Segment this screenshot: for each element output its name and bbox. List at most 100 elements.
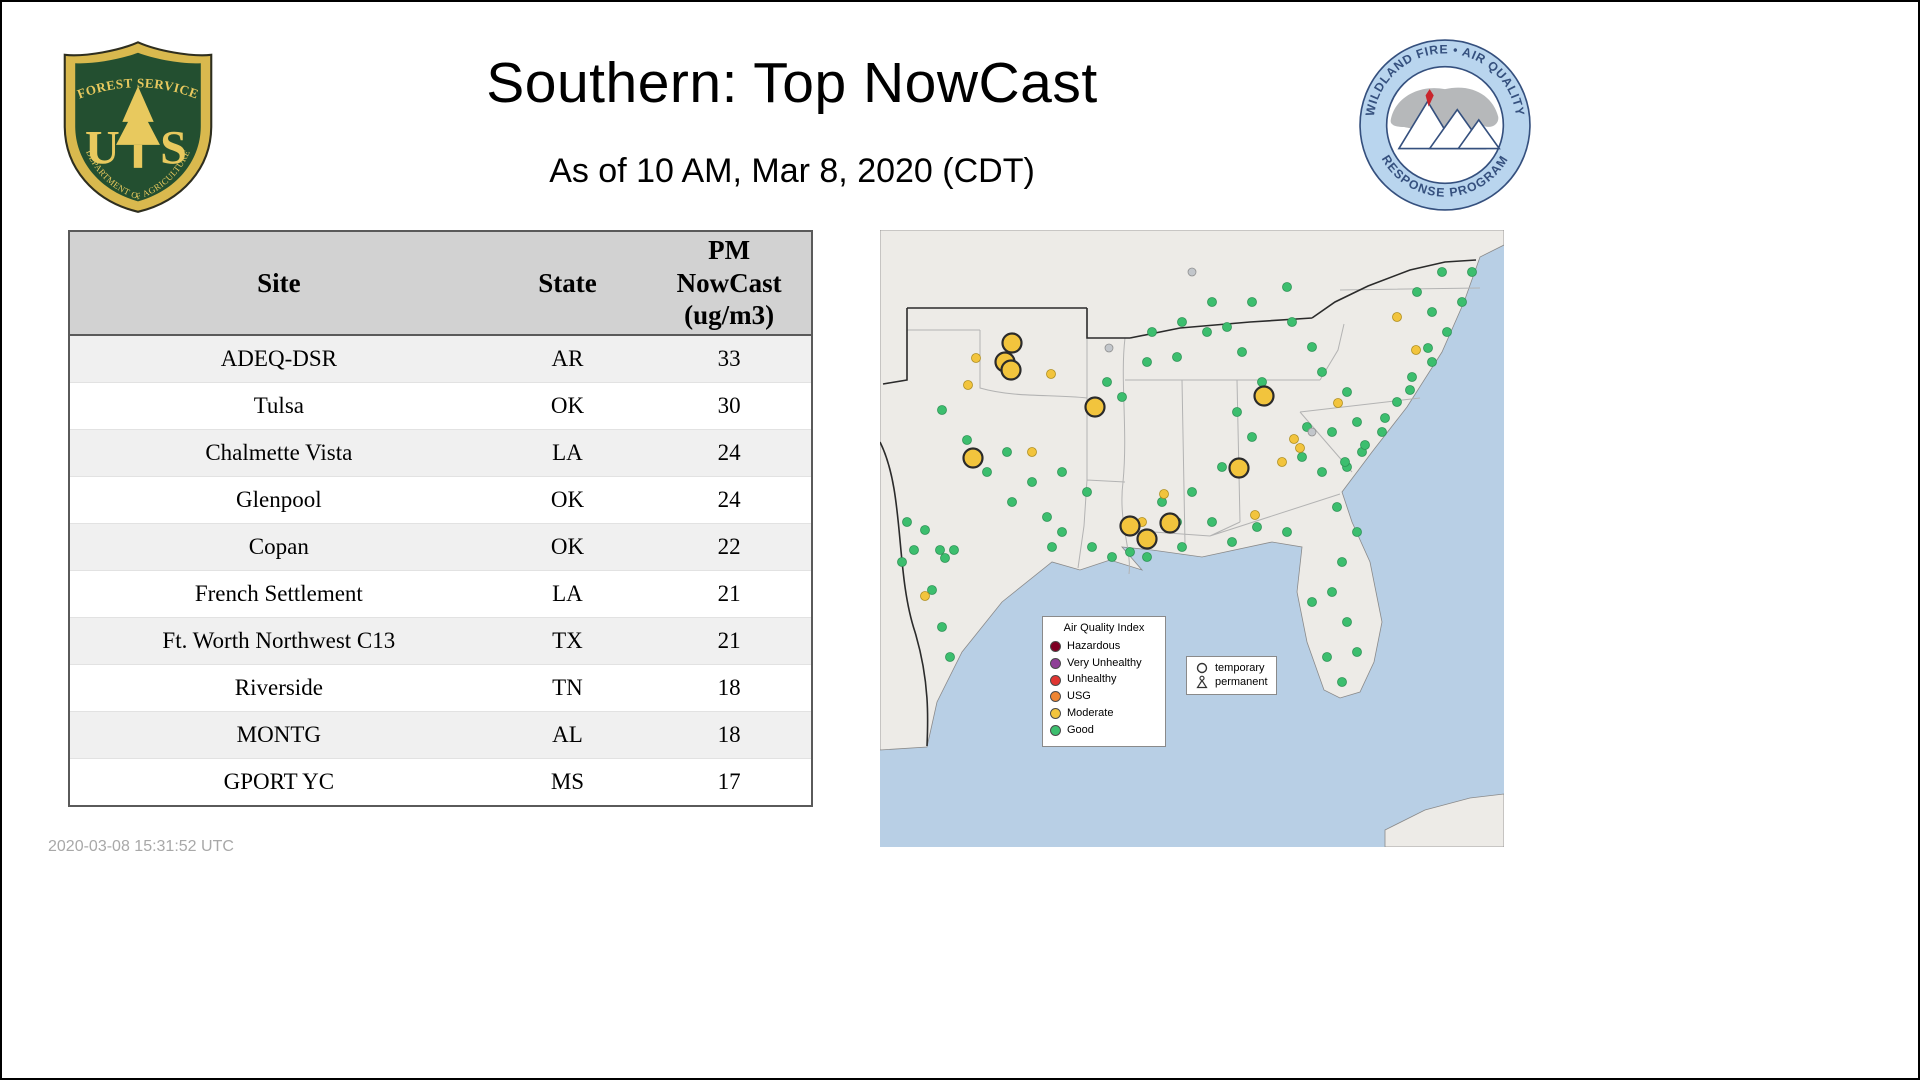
site-cell: Tulsa [253, 393, 304, 418]
good-monitor-dot [1332, 502, 1342, 512]
state-cell: TX [552, 628, 583, 653]
island-cuba [1384, 793, 1504, 847]
good-monitor-dot [909, 545, 919, 555]
good-monitor-dot [1352, 527, 1362, 537]
temporary-monitor-circle [1000, 359, 1022, 381]
nowcast-cell: 21 [717, 581, 741, 606]
good-monitor-dot [1457, 297, 1467, 307]
good-monitor-dot [1380, 413, 1390, 423]
good-monitor-dot [1217, 462, 1227, 472]
good-monitor-dot [1047, 542, 1057, 552]
region-outline [880, 259, 1477, 747]
permanent-legend-row: permanent [1195, 675, 1268, 689]
header-titles: Southern: Top NowCast As of 10 AM, Mar 8… [232, 50, 1352, 191]
good-monitor-dot [1427, 357, 1437, 367]
temporary-monitor-circle [1228, 457, 1250, 479]
site-cell: Glenpool [236, 487, 322, 512]
moderate-monitor-dot [1295, 443, 1305, 453]
aqi-legend-title: Air Quality Index [1063, 622, 1145, 634]
site-cell: French Settlement [194, 581, 363, 606]
temporary-monitor-circle [1253, 385, 1275, 407]
good-monitor-dot [1257, 377, 1267, 387]
moderate-monitor-dot [1277, 457, 1287, 467]
good-monitor-dot [1405, 385, 1415, 395]
good-monitor-dot [920, 525, 930, 535]
nowcast-cell: 18 [717, 722, 741, 747]
nowcast-cell: 24 [717, 440, 741, 465]
good-monitor-dot [937, 622, 947, 632]
nowcast-cell: 18 [717, 675, 741, 700]
site-cell: GPORT YC [223, 769, 335, 794]
table-row: Ft. Worth Northwest C13 TX 21 [69, 617, 812, 665]
good-monitor-dot [1307, 342, 1317, 352]
temporary-monitor-circle [1159, 512, 1181, 534]
aqi-legend-label: Moderate [1067, 706, 1114, 719]
nowcast-cell: 22 [717, 534, 741, 559]
good-monitor-dot [1207, 297, 1217, 307]
moderate-monitor-dot [1411, 345, 1421, 355]
state-cell: LA [552, 581, 583, 606]
page-title: Southern: Top NowCast [486, 51, 1098, 115]
table-row: ADEQ-DSR AR 33 [69, 335, 812, 383]
aqi-legend-label: Unhealthy [1067, 673, 1117, 686]
marker-legend: temporary permanent [1186, 656, 1277, 695]
good-monitor-dot [927, 585, 937, 595]
good-monitor-dot [1342, 387, 1352, 397]
mountains-icon [1397, 99, 1501, 150]
good-monitor-dot [1125, 547, 1135, 557]
good-monitor-dot [1202, 327, 1212, 337]
good-monitor-dot [937, 405, 947, 415]
temporary-monitor-circle [962, 447, 984, 469]
good-monitor-dot [1177, 317, 1187, 327]
state-cell: AR [551, 346, 584, 371]
wfaqrp-logo: WILDLAND FIRE • AIR QUALITY RESPONSE PRO… [1359, 39, 1531, 211]
table-row: Glenpool OK 24 [69, 476, 812, 524]
state-cell: OK [550, 487, 585, 512]
good-monitor-dot [1352, 647, 1362, 657]
map-svg [880, 230, 1504, 847]
good-monitor-dot [1227, 537, 1237, 547]
good-monitor-dot [1157, 497, 1167, 507]
table-row: Copan OK 22 [69, 523, 812, 571]
good-monitor-dot [1172, 352, 1182, 362]
good-monitor-dot [1002, 447, 1012, 457]
aqi-legend-item: Moderate [1050, 707, 1158, 721]
good-monitor-dot [1327, 587, 1337, 597]
pine-tree-icon [116, 86, 160, 168]
temporary-monitor-circle [1001, 332, 1023, 354]
moderate-monitor-dot [1027, 447, 1037, 457]
aqi-legend-label: Good [1067, 723, 1094, 736]
good-monitor-dot [1392, 397, 1402, 407]
permanent-marker-icon [1196, 676, 1208, 689]
table-row: Chalmette Vista LA 24 [69, 429, 812, 477]
good-monitor-dot [1467, 267, 1477, 277]
state-cell: TN [552, 675, 583, 700]
aqi-legend-label: USG [1067, 690, 1091, 702]
good-monitor-dot [1237, 347, 1247, 357]
aqi-legend: Air Quality Index Hazardous Very Unhealth… [1042, 616, 1166, 748]
table-body: ADEQ-DSR AR 33 Tulsa OK 30 Chalmette Vista LA 24… [69, 335, 812, 806]
good-monitor-dot [1352, 417, 1362, 427]
nowcast-cell: 30 [717, 393, 741, 418]
good-monitor-dot [1142, 552, 1152, 562]
state-cell: AL [552, 722, 583, 747]
good-monitor-dot [1322, 652, 1332, 662]
good-monitor-dot [1377, 427, 1387, 437]
moderate-monitor-dot [1046, 369, 1056, 379]
good-monitor-dot [1057, 527, 1067, 537]
site-cell: Chalmette Vista [205, 440, 353, 465]
aqi-color-dot [1050, 708, 1061, 720]
good-monitor-dot [1337, 677, 1347, 687]
state-cell: MS [550, 769, 585, 794]
page-subtitle: As of 10 AM, Mar 8, 2020 (CDT) [549, 152, 1035, 190]
no-data-monitor-dot [1104, 343, 1114, 353]
aqi-legend-label: Hazardous [1067, 639, 1121, 652]
nowcast-cell: 17 [717, 769, 741, 794]
moderate-monitor-dot [971, 353, 981, 363]
nowcast-cell: 24 [717, 487, 741, 512]
good-monitor-dot [1340, 457, 1350, 467]
state-cell: OK [550, 393, 585, 418]
temporary-monitor-circle [1119, 515, 1141, 537]
aqi-color-dot [1050, 657, 1061, 669]
aqi-legend-item: Very Unhealthy [1050, 657, 1158, 671]
